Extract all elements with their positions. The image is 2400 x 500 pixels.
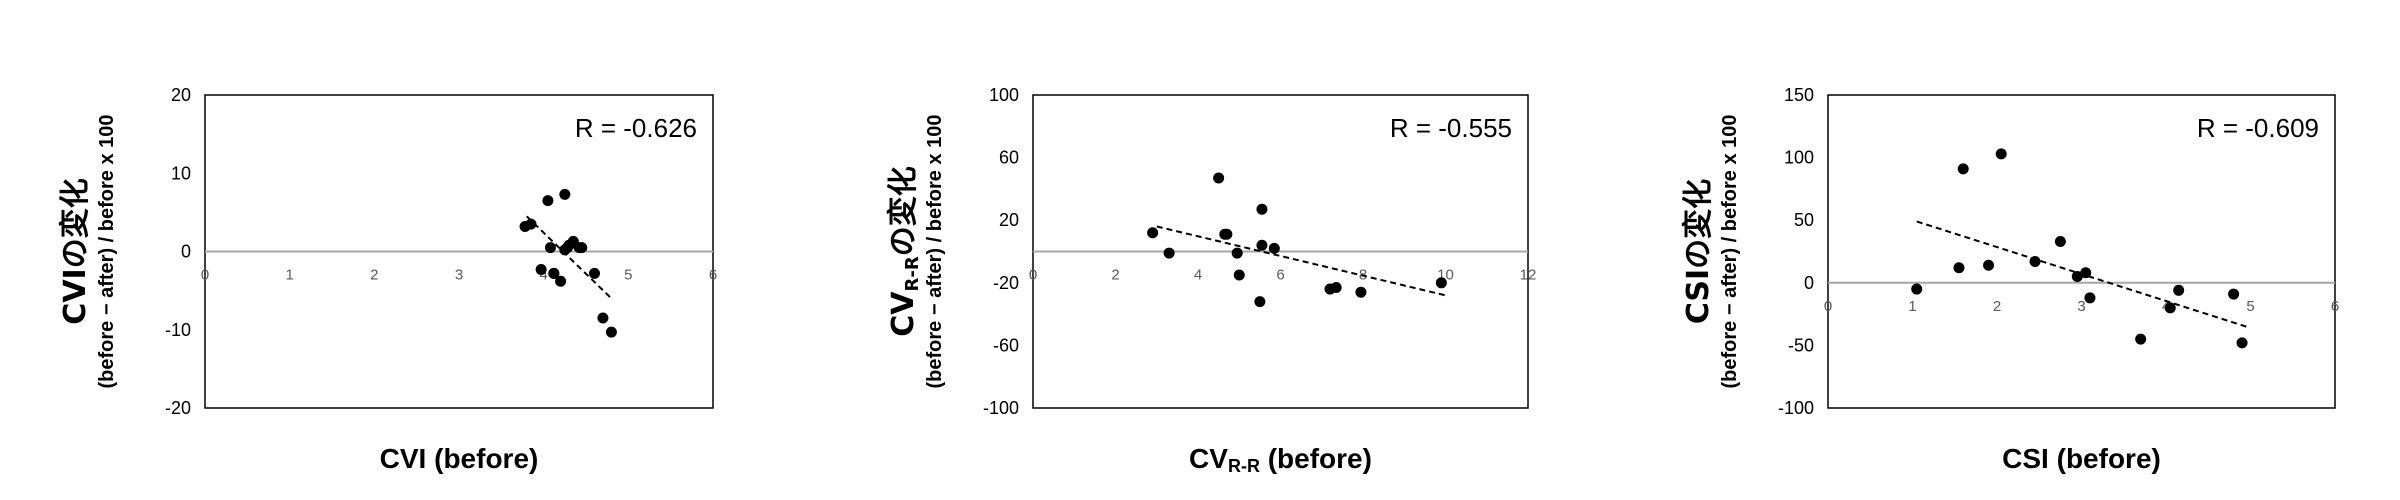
x-tick-label: 5 [624,267,632,284]
data-point [1256,203,1268,215]
data-point [1995,148,2007,160]
data-point [1330,281,1342,293]
x-tick-label: 1 [285,267,293,284]
x-axis-label: CSI (before) [2002,443,2161,474]
y-tick-label: 0 [1804,273,1814,293]
plot-area [1827,94,2336,409]
x-tick-label: 2 [1993,298,2001,315]
data-point [2135,333,2147,345]
y-tick-label: 60 [999,148,1019,168]
data-point [1221,228,1233,240]
x-tick-label: 0 [1029,267,1037,284]
y-tick-label: -50 [1788,335,1814,355]
y-axis-sublabel: (before − after) / before x 100 [1719,115,1741,389]
data-point [1147,227,1159,239]
data-point [548,267,560,279]
data-point [544,242,556,254]
x-tick-label: 0 [1824,298,1832,315]
correlation-label: R = -0.626 [575,113,697,143]
data-point [2173,284,2185,296]
correlation-label: R = -0.555 [1390,113,1512,143]
data-point [1983,259,1995,271]
x-tick-label: 6 [709,267,717,284]
data-point [1233,269,1245,281]
data-point [555,275,567,287]
x-axis-label: CVR-R (before) [1189,443,1372,476]
panel-cvi: 20 10 0 -10 -20 0 1 2 3 4 5 6 R = -0.626 CVI (before)… [0,0,800,500]
data-point [535,263,547,275]
x-tick-label: 4 [539,267,547,284]
y-axis-label: CVIの変化 [58,178,93,324]
x-axis-label: CVI (before) [380,443,539,474]
data-point [1957,163,1969,175]
data-point [588,267,600,279]
y-tick-label: 0 [181,242,191,262]
y-tick-label: -60 [993,335,1019,355]
chart-cvi: 20 10 0 -10 -20 0 1 2 3 4 5 6 R = -0.626 CVI (before)… [58,85,717,474]
data-point [1213,172,1225,184]
data-point [1435,277,1447,289]
data-point [576,242,588,254]
x-tick-label: 3 [455,267,463,284]
y-tick-label: 20 [999,210,1019,230]
x-tick-label: 5 [2246,298,2254,315]
data-point [2054,235,2066,247]
data-point [542,195,554,207]
data-point [597,312,609,324]
data-point [1256,239,1268,251]
data-point [2080,267,2092,279]
x-tick-label: 12 [1520,267,1537,284]
correlation-label: R = -0.609 [2197,113,2319,143]
data-point [2084,292,2096,304]
x-tick-label: 6 [2331,298,2339,315]
y-tick-label: -10 [165,320,191,340]
data-point [1355,286,1367,298]
y-tick-label: 150 [1784,85,1814,105]
y-tick-label: -100 [1778,398,1814,418]
y-tick-label: 10 [171,163,191,183]
y-tick-label: -100 [983,398,1019,418]
y-tick-label: 100 [1784,148,1814,168]
x-tick-label: 0 [201,267,209,284]
x-tick-label: 2 [370,267,378,284]
data-point [1231,247,1243,259]
data-point [1268,242,1280,254]
data-point [1254,296,1266,308]
data-point [1953,262,1965,274]
data-point [2236,337,2248,349]
data-point [2164,302,2176,314]
data-point [605,326,617,338]
y-axis-sublabel: (before − after) / before x 100 [924,115,946,389]
data-point [525,218,537,230]
y-tick-label: 100 [989,85,1019,105]
data-point [2029,256,2041,268]
data-point [2228,288,2240,300]
x-tick-label: 1 [1908,298,1916,315]
data-point [2071,271,2083,283]
y-tick-label: -20 [993,273,1019,293]
y-axis-label: CVR-Rの変化 [886,166,923,336]
y-tick-label: -20 [165,398,191,418]
y-tick-label: 50 [1794,210,1814,230]
y-tick-label: 20 [171,85,191,105]
x-tick-label: 3 [2077,298,2085,315]
x-tick-label: 2 [1111,267,1119,284]
panel-cvrr: 100 60 20 -20 -60 -100 0 2 4 6 8 10 12 R = -0.555 CVR-… [800,0,1600,500]
x-tick-label: 6 [1276,267,1284,284]
y-axis-sublabel: (before − after) / before x 100 [96,115,118,389]
data-point [559,188,571,200]
x-tick-label: 4 [1194,267,1202,284]
data-point [1163,247,1175,259]
y-axis-label: CSIの変化 [1681,179,1716,324]
data-point [1911,283,1923,295]
